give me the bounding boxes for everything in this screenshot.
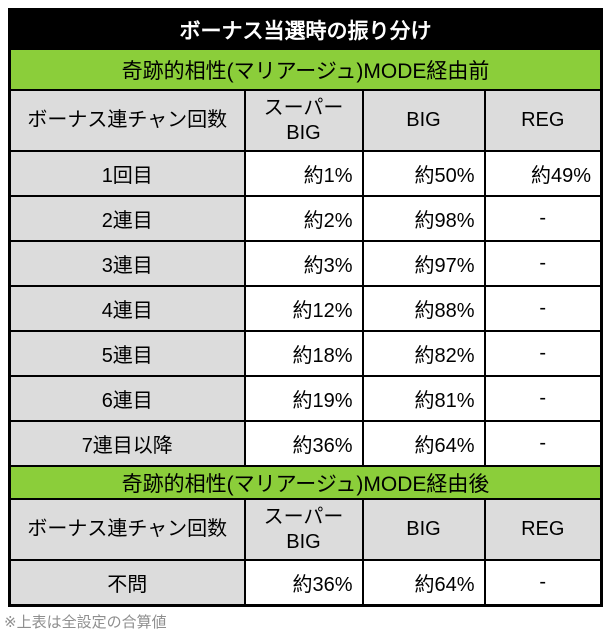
big-value: 約81% [361, 375, 486, 422]
reg-value: - [483, 375, 603, 422]
big-value: 約97% [361, 240, 486, 287]
table-row: 4連目 約12% 約88% - [8, 285, 603, 332]
column-header-super-big: スーパー BIG [243, 89, 364, 152]
section-heading-row-before: 奇跡的相性(マリアージュ)MODE経由前 [8, 48, 603, 91]
row-label: 6連目 [8, 375, 246, 422]
table-row: 6連目 約19% 約81% - [8, 375, 603, 422]
table-row: 1回目 約1% 約50% 約49% [8, 150, 603, 197]
super-big-value: 約19% [243, 375, 364, 422]
super-big-value: 約2% [243, 195, 364, 242]
row-label: 不問 [8, 559, 246, 607]
column-header-renchan-count: ボーナス連チャン回数 [8, 89, 246, 152]
table-row: 5連目 約18% 約82% - [8, 330, 603, 377]
super-big-value: 約1% [243, 150, 364, 197]
footnote: ※上表は全設定の合算値 [4, 614, 167, 631]
section-heading-before-mode: 奇跡的相性(マリアージュ)MODE経由前 [8, 48, 603, 91]
super-big-value: 約3% [243, 240, 364, 287]
super-big-value: 約12% [243, 285, 364, 332]
super-big-value: 約18% [243, 330, 364, 377]
big-value: 約50% [361, 150, 486, 197]
row-label: 5連目 [8, 330, 246, 377]
row-label: 7連目以降 [8, 420, 246, 467]
big-value: 約98% [361, 195, 486, 242]
section-heading-row-after: 奇跡的相性(マリアージュ)MODE経由後 [8, 465, 603, 500]
reg-value: 約49% [483, 150, 603, 197]
table-row: 7連目以降 約36% 約64% - [8, 420, 603, 467]
big-value: 約82% [361, 330, 486, 377]
column-header-reg: REG [483, 498, 603, 561]
reg-value: - [483, 240, 603, 287]
column-header-super-big: スーパー BIG [243, 498, 364, 561]
table-row: 2連目 約2% 約98% - [8, 195, 603, 242]
reg-value: - [483, 330, 603, 377]
big-value: 約64% [361, 559, 486, 607]
super-big-value: 約36% [243, 420, 364, 467]
table-row: 不問 約36% 約64% - [8, 559, 603, 607]
big-value: 約88% [361, 285, 486, 332]
big-value: 約64% [361, 420, 486, 467]
section-heading-after-mode: 奇跡的相性(マリアージュ)MODE経由後 [8, 465, 603, 500]
row-label: 1回目 [8, 150, 246, 197]
reg-value: - [483, 195, 603, 242]
table-title: ボーナス当選時の振り分け [8, 8, 603, 50]
row-label: 3連目 [8, 240, 246, 287]
bonus-distribution-table: ボーナス当選時の振り分け 奇跡的相性(マリアージュ)MODE経由前 ボーナス連チ… [8, 8, 603, 607]
reg-value: - [483, 285, 603, 332]
reg-value: - [483, 559, 603, 607]
table-row: 3連目 約3% 約97% - [8, 240, 603, 287]
column-header-big: BIG [361, 89, 486, 152]
column-header-renchan-count: ボーナス連チャン回数 [8, 498, 246, 561]
row-label: 2連目 [8, 195, 246, 242]
reg-value: - [483, 420, 603, 467]
column-header-row: ボーナス連チャン回数 スーパー BIG BIG REG [8, 89, 603, 152]
column-header-reg: REG [483, 89, 603, 152]
column-header-row: ボーナス連チャン回数 スーパー BIG BIG REG [8, 498, 603, 561]
title-row: ボーナス当選時の振り分け [8, 8, 603, 50]
column-header-big: BIG [361, 498, 486, 561]
row-label: 4連目 [8, 285, 246, 332]
super-big-value: 約36% [243, 559, 364, 607]
